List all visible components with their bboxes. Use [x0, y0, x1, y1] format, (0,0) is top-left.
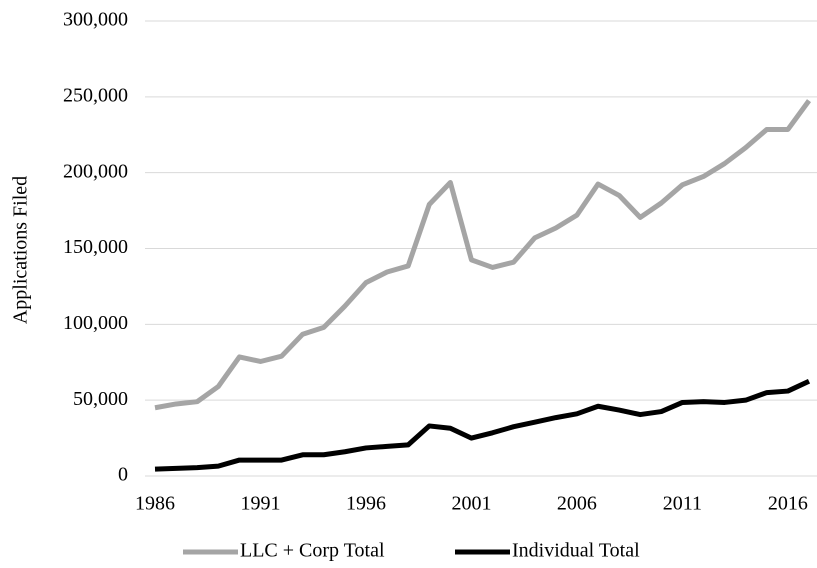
- y-tick-label: 100,000: [63, 312, 128, 334]
- y-tick-label: 300,000: [63, 9, 128, 31]
- y-axis-label: Applications Filed: [10, 176, 32, 324]
- y-tick-label: 150,000: [63, 236, 128, 258]
- x-tick-label: 2011: [663, 493, 702, 515]
- legend-label: LLC + Corp Total: [240, 540, 385, 562]
- series-line: [154, 378, 811, 472]
- y-tick-label: 0: [118, 464, 128, 486]
- y-tick-label: 200,000: [63, 160, 128, 182]
- y-tick-label: 50,000: [73, 388, 128, 410]
- x-tick-label: 1996: [346, 493, 386, 515]
- legend-label: Individual Total: [512, 540, 640, 562]
- x-tick-label: 2001: [451, 493, 491, 515]
- x-tick-label: 2006: [557, 493, 597, 515]
- x-tick-label: 1991: [240, 493, 280, 515]
- y-tick-label: 250,000: [63, 84, 128, 106]
- x-tick-label: 2016: [768, 493, 808, 515]
- x-tick-label: 1986: [135, 493, 175, 515]
- series-line: [154, 99, 812, 411]
